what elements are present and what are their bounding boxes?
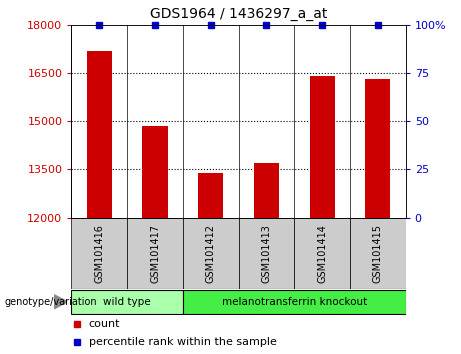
Text: genotype/variation: genotype/variation (5, 297, 97, 307)
Text: percentile rank within the sample: percentile rank within the sample (89, 337, 277, 347)
Text: wild type: wild type (103, 297, 151, 307)
Title: GDS1964 / 1436297_a_at: GDS1964 / 1436297_a_at (150, 7, 327, 21)
Bar (142, 126, 167, 218)
Text: GSM101417: GSM101417 (150, 224, 160, 282)
Text: GSM101414: GSM101414 (317, 224, 327, 282)
Bar (365, 79, 390, 218)
Bar (183, 290, 406, 314)
Polygon shape (54, 295, 67, 309)
Bar (254, 163, 279, 218)
Text: melanotransferrin knockout: melanotransferrin knockout (222, 297, 367, 307)
Text: GSM101412: GSM101412 (206, 224, 216, 282)
Bar (127, 218, 183, 289)
Text: GSM101416: GSM101416 (95, 224, 104, 282)
Text: GSM101415: GSM101415 (373, 224, 383, 282)
Bar (71, 290, 183, 314)
Bar (350, 218, 406, 289)
Bar (71, 218, 127, 289)
Bar (183, 218, 238, 289)
Bar (238, 218, 294, 289)
Bar (294, 218, 350, 289)
Text: GSM101413: GSM101413 (261, 224, 272, 282)
Bar (198, 173, 223, 218)
Bar (310, 76, 335, 218)
Text: count: count (89, 319, 120, 329)
Bar (87, 51, 112, 218)
